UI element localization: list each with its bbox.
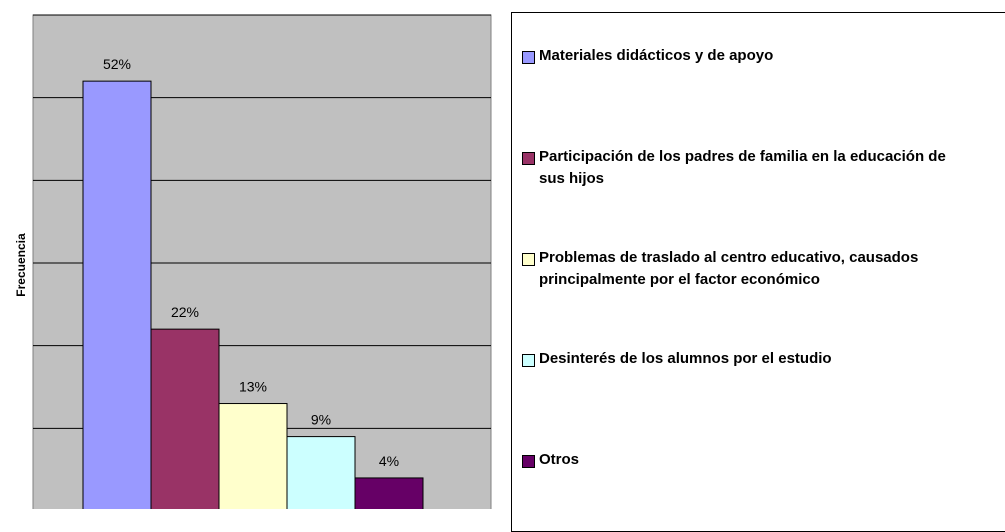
- legend-label: Desinterés de los alumnos por el estudio: [539, 350, 832, 367]
- y-axis-label: Frecuencia: [14, 233, 28, 297]
- legend-label: Participación de los padres de familia e…: [539, 148, 946, 187]
- data-label: 22%: [171, 304, 199, 320]
- chart: Frecuencia 52% 22% 13% 9% 4%: [14, 14, 492, 509]
- legend-swatch: [522, 253, 535, 266]
- data-label: 13%: [239, 379, 267, 395]
- legend: Materiales didácticos y de apoyo Particip…: [511, 12, 1005, 532]
- legend-label: Problemas de traslado al centro educativ…: [539, 249, 919, 288]
- bar: [150, 328, 220, 509]
- legend-entry: Desinterés de los alumnos por el estudio: [522, 350, 982, 370]
- legend-swatch: [522, 152, 535, 165]
- legend-swatch: [522, 455, 535, 468]
- legend-entry: Problemas de traslado al centro educativ…: [522, 249, 982, 291]
- legend-label: Otros: [539, 451, 580, 468]
- legend-swatch: [522, 354, 535, 367]
- data-label: 9%: [311, 412, 331, 428]
- bar: [218, 403, 288, 509]
- legend-entry: Participación de los padres de familia e…: [522, 148, 982, 190]
- bar: [354, 477, 424, 509]
- legend-label: Materiales didácticos y de apoyo: [539, 47, 774, 64]
- legend-entry: Otros: [522, 451, 982, 471]
- page: Frecuencia 52% 22% 13% 9% 4% Materiales didá…: [14, 12, 1005, 532]
- bar: [286, 436, 356, 509]
- bar: [82, 80, 152, 509]
- data-label: 4%: [379, 453, 399, 469]
- legend-entry: Materiales didácticos y de apoyo: [522, 47, 982, 67]
- data-label: 52%: [103, 56, 131, 72]
- legend-swatch: [522, 51, 535, 64]
